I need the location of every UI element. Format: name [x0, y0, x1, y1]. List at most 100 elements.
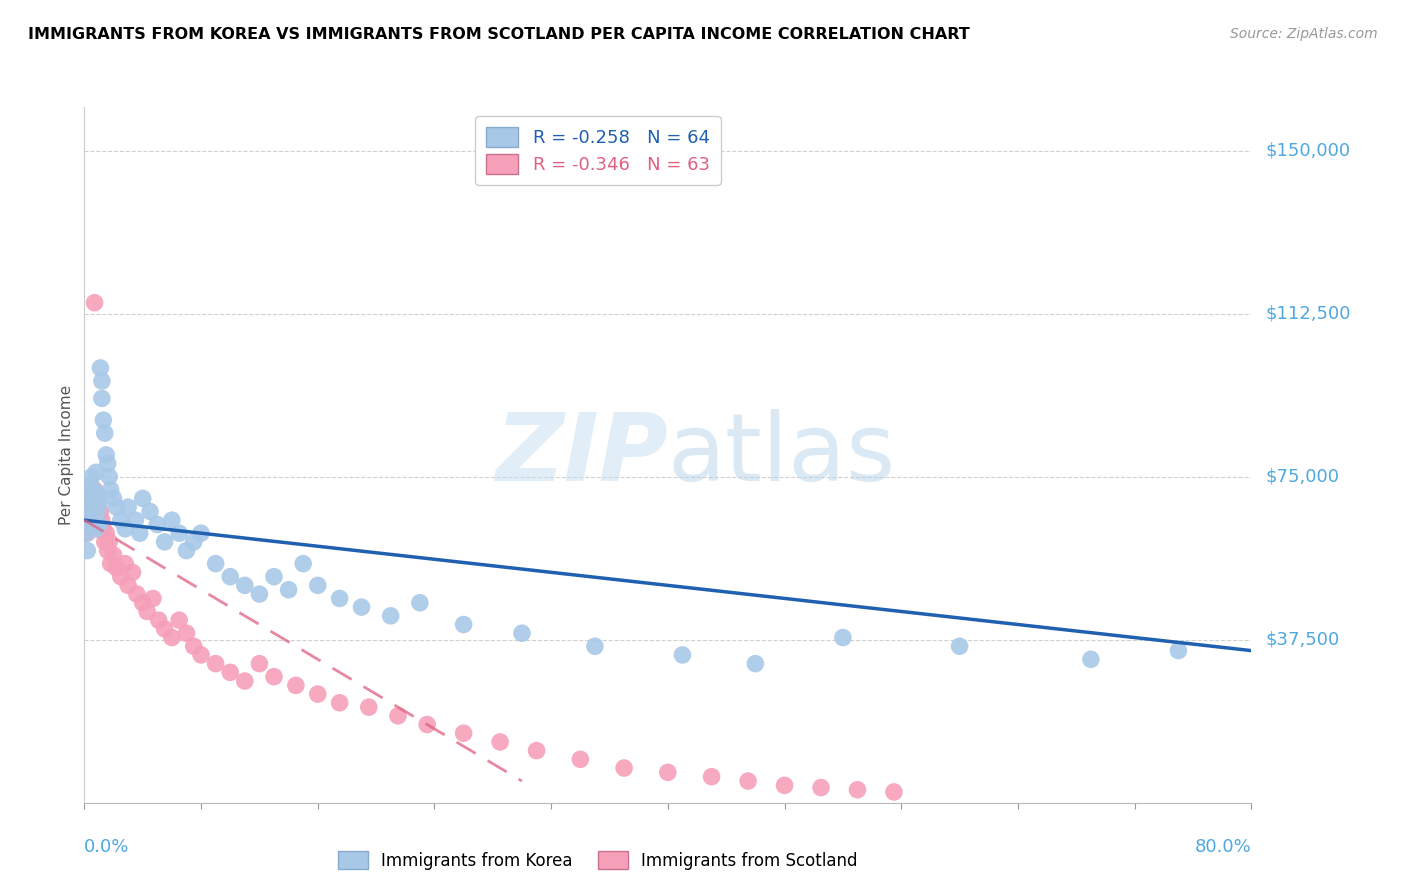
Point — [100, 483, 122, 497]
Point — [79, 478, 101, 492]
Point — [160, 513, 183, 527]
Point — [76, 543, 98, 558]
Point — [80, 487, 103, 501]
Point — [153, 622, 176, 636]
Point — [510, 626, 533, 640]
Point — [773, 778, 796, 793]
Point — [114, 557, 136, 571]
Point — [90, 392, 112, 406]
Point — [1167, 643, 1189, 657]
Point — [98, 469, 121, 483]
Point — [75, 513, 97, 527]
Text: Source: ZipAtlas.com: Source: ZipAtlas.com — [1230, 27, 1378, 41]
Point — [110, 513, 132, 527]
Point — [569, 752, 592, 766]
Text: IMMIGRANTS FROM KOREA VS IMMIGRANTS FROM SCOTLAND PER CAPITA INCOME CORRELATION : IMMIGRANTS FROM KOREA VS IMMIGRANTS FROM… — [28, 27, 970, 42]
Point — [146, 517, 169, 532]
Point — [79, 508, 101, 523]
Point — [94, 426, 117, 441]
Point — [204, 657, 226, 671]
Point — [94, 535, 117, 549]
Point — [80, 513, 103, 527]
Point — [167, 526, 190, 541]
Point — [744, 657, 766, 671]
Point — [124, 513, 146, 527]
Point — [76, 500, 98, 514]
Point — [132, 596, 155, 610]
Point — [176, 543, 198, 558]
Point — [105, 500, 128, 514]
Point — [83, 483, 105, 497]
Point — [97, 457, 120, 471]
Point — [105, 561, 128, 575]
Point — [846, 782, 869, 797]
Point — [86, 504, 108, 518]
Point — [96, 448, 118, 462]
Point — [247, 587, 270, 601]
Point — [204, 557, 226, 571]
Point — [77, 517, 100, 532]
Point — [128, 526, 150, 541]
Point — [409, 596, 432, 610]
Legend: Immigrants from Korea, Immigrants from Scotland: Immigrants from Korea, Immigrants from S… — [329, 843, 866, 878]
Point — [84, 522, 107, 536]
Point — [233, 674, 256, 689]
Point — [77, 504, 100, 518]
Point — [91, 413, 114, 427]
Point — [183, 639, 205, 653]
Point — [117, 578, 139, 592]
Point — [219, 665, 242, 680]
Point — [329, 696, 352, 710]
Point — [453, 726, 475, 740]
Point — [90, 513, 112, 527]
Point — [1080, 652, 1102, 666]
Point — [77, 491, 100, 506]
Text: ZIP: ZIP — [495, 409, 668, 501]
Point — [176, 626, 198, 640]
Point — [100, 557, 122, 571]
Point — [132, 491, 155, 506]
Point — [277, 582, 299, 597]
Point — [453, 617, 475, 632]
Point — [832, 631, 855, 645]
Point — [357, 700, 380, 714]
Point — [87, 522, 110, 536]
Point — [387, 708, 409, 723]
Point — [80, 500, 103, 514]
Text: 80.0%: 80.0% — [1195, 838, 1251, 856]
Point — [380, 608, 402, 623]
Point — [103, 548, 125, 562]
Point — [307, 578, 329, 592]
Point — [948, 639, 970, 653]
Point — [263, 670, 285, 684]
Point — [142, 591, 165, 606]
Point — [148, 613, 170, 627]
Point — [613, 761, 636, 775]
Point — [87, 496, 110, 510]
Point — [83, 295, 105, 310]
Point — [117, 500, 139, 514]
Point — [219, 570, 242, 584]
Point — [82, 513, 104, 527]
Point — [160, 631, 183, 645]
Point — [737, 774, 759, 789]
Point — [86, 508, 108, 523]
Point — [247, 657, 270, 671]
Point — [84, 517, 107, 532]
Point — [284, 678, 307, 692]
Text: 0.0%: 0.0% — [84, 838, 129, 856]
Point — [97, 543, 120, 558]
Point — [167, 613, 190, 627]
Text: $75,000: $75,000 — [1265, 467, 1340, 485]
Y-axis label: Per Capita Income: Per Capita Income — [59, 384, 73, 525]
Point — [416, 717, 439, 731]
Point — [114, 522, 136, 536]
Point — [583, 639, 606, 653]
Text: $37,500: $37,500 — [1265, 631, 1340, 648]
Point — [526, 744, 548, 758]
Point — [91, 522, 114, 536]
Point — [87, 517, 110, 532]
Point — [82, 500, 104, 514]
Point — [76, 504, 98, 518]
Point — [96, 526, 118, 541]
